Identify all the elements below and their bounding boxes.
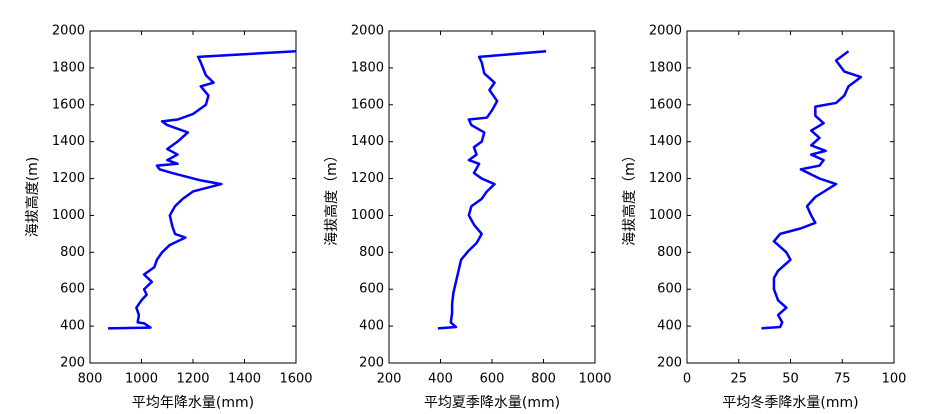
y-tick-label: 1800 <box>649 60 682 75</box>
y-tick-label: 1800 <box>52 60 85 75</box>
y-tick-label: 1400 <box>52 134 85 149</box>
y-tick-label: 400 <box>359 319 384 334</box>
y-tick-label: 1600 <box>52 97 85 112</box>
y-tick-label: 600 <box>60 282 85 297</box>
y-tick-label: 2000 <box>649 24 682 39</box>
x-tick-label: 0 <box>683 372 691 387</box>
y-tick-label: 600 <box>359 282 384 297</box>
x-tick-label: 800 <box>78 372 103 387</box>
y-tick-label: 1000 <box>649 208 682 223</box>
x-tick-label: 1200 <box>176 372 209 387</box>
y-axis-label: 海拔高度(m) <box>24 157 41 238</box>
line <box>437 50 547 330</box>
x-tick-label: 1400 <box>228 372 261 387</box>
y-tick-label: 1000 <box>52 208 85 223</box>
y-tick-label: 200 <box>657 356 682 371</box>
x-tick-label: 1600 <box>279 372 312 387</box>
x-tick-label: 1000 <box>578 372 611 387</box>
y-tick-label: 400 <box>657 319 682 334</box>
x-axis-label: 平均夏季降水量(mm) <box>424 395 560 411</box>
y-tick-label: 400 <box>60 319 85 334</box>
x-tick-label: 100 <box>882 372 907 387</box>
x-tick-label: 400 <box>428 372 453 387</box>
y-tick-label: 200 <box>60 356 85 371</box>
x-tick-label: 800 <box>531 372 556 387</box>
x-tick-label: 600 <box>480 372 505 387</box>
plot-frame <box>686 30 895 364</box>
x-tick-label: 25 <box>730 372 747 387</box>
y-tick-label: 1000 <box>351 208 384 223</box>
y-tick-label: 1400 <box>649 134 682 149</box>
y-tick-label: 1800 <box>351 60 384 75</box>
x-axis-label: 平均年降水量(mm) <box>132 395 254 411</box>
y-tick-label: 1400 <box>351 134 384 149</box>
y-tick-label: 1200 <box>649 171 682 186</box>
y-tick-label: 800 <box>60 245 85 260</box>
y-tick-label: 2000 <box>52 24 85 39</box>
line <box>761 50 863 330</box>
x-tick-label: 50 <box>782 372 799 387</box>
y-tick-label: 1200 <box>52 171 85 186</box>
y-tick-label: 2000 <box>351 24 384 39</box>
y-tick-label: 200 <box>359 356 384 371</box>
y-tick-label: 1200 <box>351 171 384 186</box>
y-tick-label: 800 <box>359 245 384 260</box>
y-tick-label: 600 <box>657 282 682 297</box>
y-axis-label: 海拔高度（m） <box>323 148 340 246</box>
y-tick-label: 800 <box>657 245 682 260</box>
line <box>108 50 297 330</box>
x-tick-label: 1000 <box>125 372 158 387</box>
x-axis-label: 平均冬季降水量(mm) <box>722 395 858 411</box>
x-tick-label: 200 <box>377 372 402 387</box>
y-tick-label: 1600 <box>649 97 682 112</box>
y-axis-label: 海拔高度（m） <box>621 148 638 246</box>
plot-frame <box>89 30 297 364</box>
x-tick-label: 75 <box>834 372 851 387</box>
y-tick-label: 1600 <box>351 97 384 112</box>
